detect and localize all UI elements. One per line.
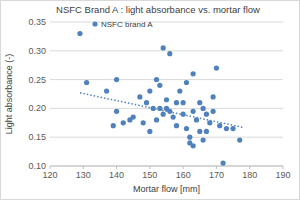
scatter-point [147, 129, 152, 134]
scatter-point [207, 120, 212, 125]
scatter-point [204, 129, 209, 134]
x-tick [50, 166, 51, 169]
scatter-point [84, 80, 89, 85]
chart: 0.100.150.200.250.300.351201301401501601… [0, 0, 300, 200]
scatter-point [224, 126, 229, 131]
chart-border [1, 1, 300, 200]
x-tick [216, 166, 217, 169]
grid-line [50, 22, 283, 23]
scatter-point [181, 100, 186, 105]
x-tick [283, 166, 284, 169]
scatter-point [171, 114, 176, 119]
scatter-point [121, 120, 126, 125]
scatter-point [191, 71, 196, 76]
scatter-point [111, 123, 116, 128]
x-axis-label: Mortar flow [mm] [133, 184, 200, 194]
x-tick-label: 130 [76, 170, 91, 180]
scatter-point [144, 100, 149, 105]
x-tick-label: 170 [209, 170, 224, 180]
x-tick-label: 160 [176, 170, 191, 180]
scatter-point [187, 135, 192, 140]
scatter-point [191, 143, 196, 148]
scatter-point [174, 123, 179, 128]
x-tick [183, 166, 184, 169]
scatter-point [131, 114, 136, 119]
grid-line [50, 50, 283, 51]
scatter-point [220, 161, 225, 166]
scatter-point [157, 83, 162, 88]
x-tick-label: 180 [242, 170, 257, 180]
scatter-point [197, 129, 202, 134]
scatter-point [154, 117, 159, 122]
scatter-point [237, 137, 242, 142]
grid-line [50, 166, 283, 167]
scatter-point [201, 106, 206, 111]
scatter-point [114, 109, 119, 114]
x-tick-label: 140 [109, 170, 124, 180]
x-tick [116, 166, 117, 169]
grid-line [50, 137, 283, 138]
x-tick-label: 120 [42, 170, 57, 180]
scatter-point [161, 112, 166, 117]
legend-label: NSFC brand A [101, 20, 153, 29]
y-tick-label: 0.15 [28, 132, 46, 142]
scatter-point [211, 109, 216, 114]
x-tick-label: 150 [142, 170, 157, 180]
y-tick-label: 0.25 [28, 75, 46, 85]
y-tick-label: 0.30 [28, 46, 46, 56]
legend-marker [92, 21, 97, 26]
scatter-point [214, 65, 219, 70]
scatter-point [154, 77, 159, 82]
scatter-point [201, 137, 206, 142]
scatter-point [184, 80, 189, 85]
scatter-point [137, 94, 142, 99]
scatter-point [204, 112, 209, 117]
scatter-point [141, 120, 146, 125]
scatter-point [77, 31, 82, 36]
scatter-point [230, 126, 235, 131]
scatter-point [211, 94, 216, 99]
x-tick [83, 166, 84, 169]
title: NSFC Brand A : light absorbance vs. mort… [56, 4, 260, 15]
scatter-point [177, 89, 182, 94]
scatter-point [161, 45, 166, 50]
scatter-point [217, 123, 222, 128]
scatter-point [104, 89, 109, 94]
plot-marks [77, 31, 243, 166]
x-tick [149, 166, 150, 169]
scatter-point [164, 97, 169, 102]
scatter-point [184, 126, 189, 131]
y-axis-label: Light absorbance (-) [4, 54, 14, 135]
scatter-point [197, 100, 202, 105]
x-tick [249, 166, 250, 169]
scatter-point [167, 51, 172, 56]
x-tick-label: 190 [275, 170, 290, 180]
y-tick-label: 0.35 [28, 17, 46, 27]
scatter-point [147, 89, 152, 94]
scatter-point [174, 100, 179, 105]
y-tick-label: 0.20 [28, 103, 46, 113]
scatter-point [191, 109, 196, 114]
grid-line [50, 79, 283, 80]
x-axis-line [50, 166, 283, 167]
scatter-point [114, 77, 119, 82]
trend-line [80, 93, 243, 128]
